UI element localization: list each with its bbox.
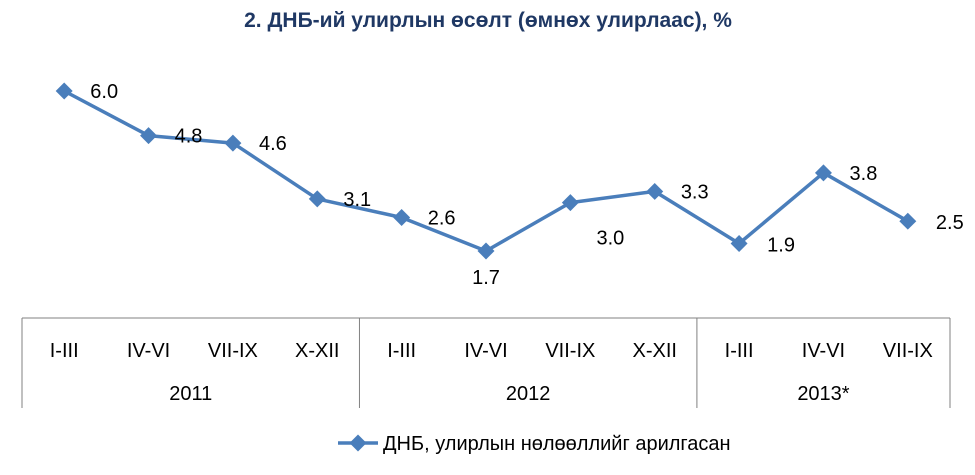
data-label: 4.8 bbox=[175, 126, 203, 148]
data-label: 4.6 bbox=[259, 133, 287, 155]
category-tick-label: VII-IX bbox=[208, 340, 258, 362]
category-tick-label: IV-VI bbox=[802, 340, 845, 362]
group-label: 2013* bbox=[797, 383, 849, 405]
data-label: 2.5 bbox=[936, 212, 964, 234]
data-point bbox=[224, 134, 242, 152]
category-axis: 2011 2012 2013* I-III IV-VI VII-IX X-XII I-III I… bbox=[21, 317, 951, 408]
data-point bbox=[477, 242, 495, 260]
data-label: 3.1 bbox=[343, 189, 371, 211]
data-point bbox=[814, 164, 832, 182]
data-labels: 6.0 4.8 4.6 3.1 2.6 1.7 3.0 3.3 1.9 3.8 2.5 bbox=[90, 81, 963, 289]
category-tick-label: I-III bbox=[725, 340, 754, 362]
category-tick-label: VII-IX bbox=[545, 340, 595, 362]
data-point bbox=[646, 182, 664, 200]
category-tick-label: X-XII bbox=[295, 340, 339, 362]
category-tick-label: I-III bbox=[50, 340, 79, 362]
data-label: 3.0 bbox=[596, 228, 624, 250]
series-line bbox=[63, 89, 909, 253]
data-label: 1.7 bbox=[472, 267, 500, 289]
data-point bbox=[561, 194, 579, 212]
category-tick-label: X-XII bbox=[633, 340, 677, 362]
category-tick-label: IV-VI bbox=[464, 340, 507, 362]
data-point bbox=[899, 212, 917, 230]
data-label: 2.6 bbox=[428, 207, 456, 229]
group-label: 2012 bbox=[506, 383, 551, 405]
data-label: 3.8 bbox=[850, 163, 878, 185]
data-point bbox=[393, 208, 411, 226]
legend: ДНБ, улирлын нөлөөллийг арилгасан bbox=[338, 433, 731, 455]
legend-label: ДНБ, улирлын нөлөөллийг арилгасан bbox=[383, 433, 731, 455]
category-tick-label: IV-VI bbox=[127, 340, 170, 362]
category-tick-label: I-III bbox=[387, 340, 416, 362]
data-label: 3.3 bbox=[681, 181, 709, 203]
data-point bbox=[55, 82, 73, 100]
data-label: 6.0 bbox=[90, 81, 118, 103]
data-point bbox=[140, 127, 158, 145]
chart-title: 2. ДНБ-ий улирлын өсөлт (өмнөх улирлаас)… bbox=[244, 9, 732, 32]
group-label: 2011 bbox=[169, 383, 212, 405]
data-label: 1.9 bbox=[767, 235, 795, 257]
category-tick-label: VII-IX bbox=[883, 340, 933, 362]
legend-marker bbox=[349, 434, 367, 452]
series-layer bbox=[55, 82, 917, 260]
data-point bbox=[730, 235, 748, 253]
data-point bbox=[308, 190, 326, 208]
